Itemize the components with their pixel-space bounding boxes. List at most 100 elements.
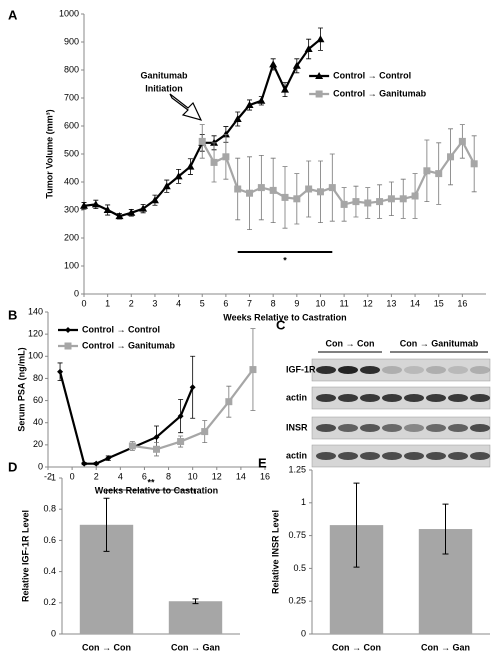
y-axis-title: Relative IGF-1R Level: [20, 510, 30, 602]
y-tick-label: 0.25: [288, 596, 306, 606]
y-tick-label: 140: [28, 306, 43, 316]
blot-band: [360, 366, 380, 374]
panel-label: E: [258, 455, 267, 470]
y-tick-label: 700: [64, 92, 79, 102]
y-tick-label: 0.8: [43, 504, 56, 514]
marker: [292, 61, 301, 69]
x-tick-label: 10: [188, 471, 198, 481]
marker: [234, 185, 242, 193]
marker: [293, 195, 301, 203]
blot-band: [448, 366, 468, 374]
x-tick-label: Con → Con: [82, 642, 131, 652]
marker: [315, 72, 324, 79]
y-tick-label: 0.5: [293, 563, 306, 573]
marker: [281, 85, 289, 93]
y-tick-label: 800: [64, 64, 79, 74]
error-bar: [103, 497, 110, 552]
marker: [340, 200, 348, 208]
panel-label: C: [276, 317, 286, 332]
x-tick-label: Con → Con: [332, 642, 381, 652]
series-line: [58, 371, 194, 465]
marker: [281, 193, 289, 201]
marker: [257, 96, 266, 104]
blot-row-label: IGF-1R: [286, 364, 316, 374]
y-tick-label: 100: [28, 351, 43, 361]
error-bar: [353, 482, 360, 568]
y-tick-label: 20: [33, 439, 43, 449]
x-tick-label: Con → Gan: [171, 642, 220, 652]
marker: [128, 442, 136, 450]
blot-band: [382, 394, 402, 402]
y-tick-label: 400: [64, 176, 79, 186]
y-tick-label: 0.2: [43, 597, 56, 607]
blot-band: [382, 424, 402, 432]
marker: [91, 200, 100, 208]
blot-band: [382, 366, 402, 374]
blot-band: [316, 394, 336, 402]
marker: [245, 101, 254, 108]
marker: [423, 167, 431, 175]
marker: [399, 195, 407, 203]
legend-label: Control → Ganitumab: [333, 88, 426, 98]
blot-band: [470, 424, 490, 432]
series-line: [201, 139, 476, 206]
blot-band: [426, 424, 446, 432]
marker: [65, 327, 71, 333]
x-tick-label: 0: [70, 471, 75, 481]
y-tick-label: 1000: [59, 8, 79, 18]
significance-label: **: [147, 477, 155, 487]
blot-band: [338, 452, 358, 460]
marker: [328, 184, 336, 192]
marker: [153, 445, 160, 453]
legend-label: Control → Control: [333, 70, 411, 80]
marker: [246, 189, 254, 197]
y-tick-label: 120: [28, 329, 43, 339]
significance-label: *: [283, 255, 287, 265]
annotation: Initiation: [145, 83, 183, 93]
marker: [153, 434, 160, 441]
marker: [127, 208, 136, 216]
marker: [352, 198, 360, 206]
blot-row-label: actin: [286, 450, 307, 460]
x-tick-label: 4: [118, 471, 123, 481]
marker: [316, 188, 324, 196]
marker: [470, 160, 478, 168]
marker: [81, 460, 88, 467]
x-tick-label: 15: [434, 298, 444, 308]
group-label: Con → Con: [326, 338, 375, 348]
y-tick-label: 0: [301, 628, 306, 638]
blot-band: [426, 366, 446, 374]
x-tick-label: 14: [410, 298, 420, 308]
y-tick-label: 1.25: [288, 464, 306, 474]
x-tick-label: 0: [81, 298, 86, 308]
x-tick-label: 9: [294, 298, 299, 308]
marker: [186, 162, 195, 170]
marker: [198, 137, 206, 145]
annotation-arrow: [169, 93, 203, 121]
blot-band: [360, 452, 380, 460]
marker: [150, 196, 159, 204]
x-tick-label: 14: [236, 471, 246, 481]
series-line: [132, 368, 254, 451]
blot-band: [404, 452, 424, 460]
x-tick-label: 4: [176, 298, 181, 308]
marker: [105, 455, 112, 462]
y-tick-label: 200: [64, 232, 79, 242]
y-tick-label: 300: [64, 204, 79, 214]
x-tick-label: 7: [247, 298, 252, 308]
y-tick-label: 60: [33, 395, 43, 405]
x-tick-label: 13: [386, 298, 396, 308]
blot-row-label: INSR: [286, 422, 308, 432]
marker: [177, 413, 184, 420]
x-axis-title: Weeks Relative to Castration: [223, 312, 346, 322]
marker: [222, 153, 230, 161]
y-tick-label: 0: [74, 288, 79, 298]
legend-label: Control → Ganitumab: [82, 340, 175, 350]
y-tick-label: 600: [64, 120, 79, 130]
blot-band: [382, 452, 402, 460]
marker: [249, 366, 257, 374]
marker: [387, 195, 395, 203]
x-tick-label: Con → Gan: [421, 642, 470, 652]
blot-band: [338, 366, 358, 374]
significance-bracket: [106, 489, 196, 494]
